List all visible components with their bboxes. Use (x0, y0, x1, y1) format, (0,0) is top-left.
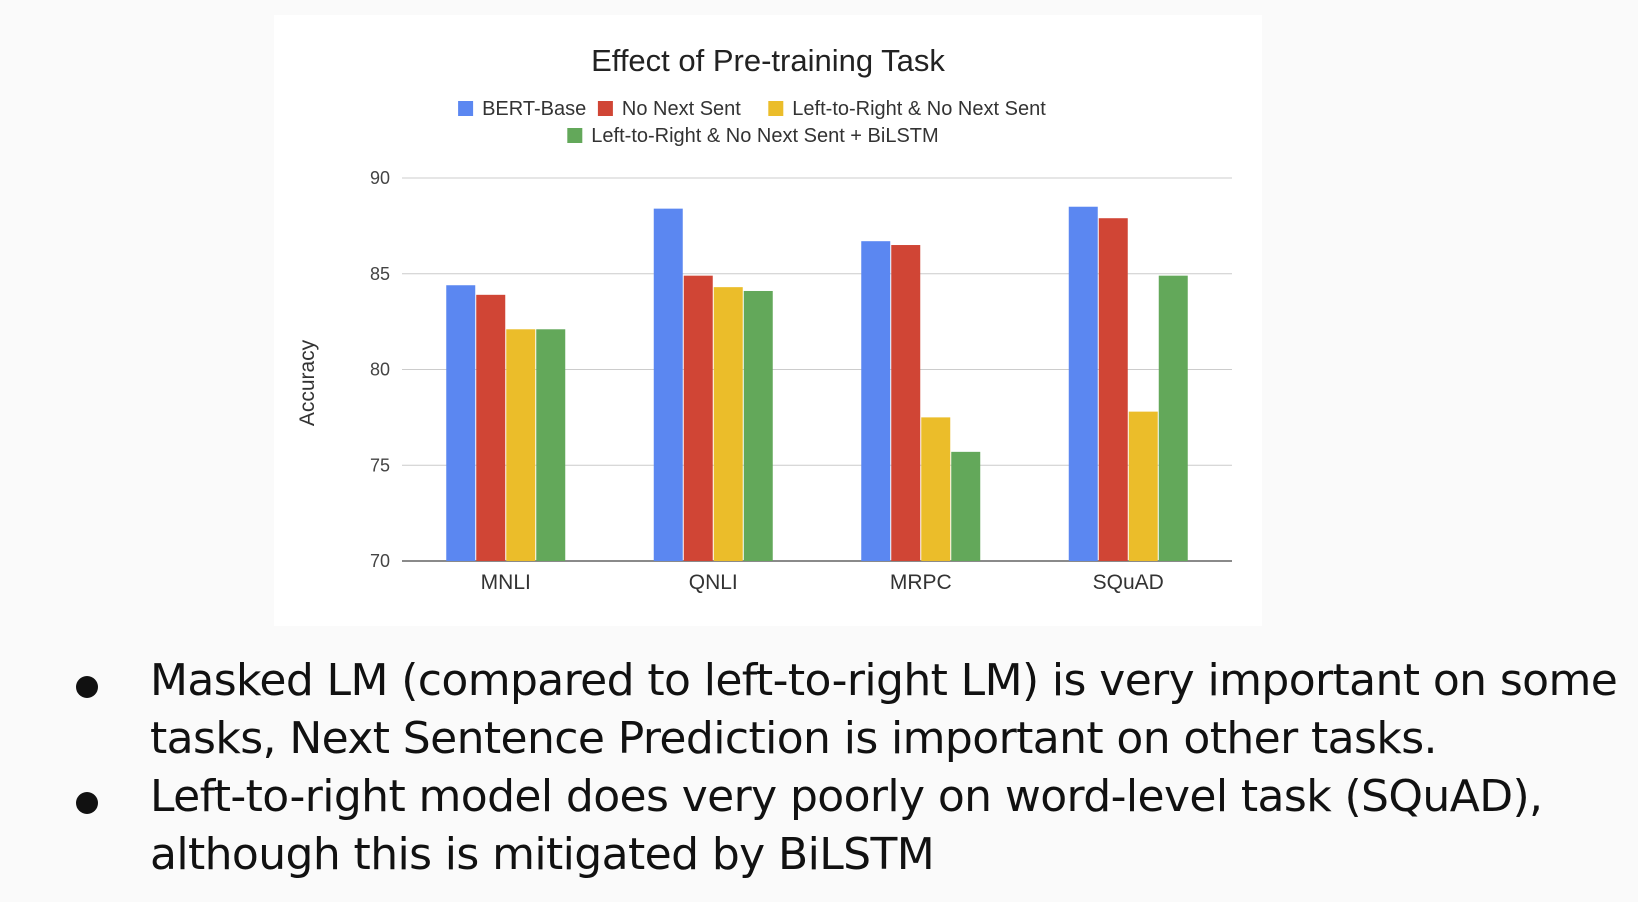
bar (1128, 411, 1158, 561)
bar (653, 208, 683, 561)
y-tick-label: 85 (370, 264, 390, 284)
y-axis-label: Accuracy (296, 339, 319, 426)
legend-label: Left-to-Right & No Next Sent (792, 98, 1046, 120)
x-axis-ticks: MNLI QNLI MRPC SQuAD (481, 571, 1164, 594)
legend-swatch (768, 101, 784, 116)
bar (683, 275, 713, 561)
bar (1158, 275, 1188, 561)
x-tick-label: MRPC (890, 571, 952, 594)
bullet-list: Masked LM (compared to left-to-right LM)… (0, 652, 1638, 884)
y-tick-label: 70 (370, 551, 390, 571)
y-tick-label: 75 (370, 455, 390, 475)
chart-card: Effect of Pre-training Task BERT-Base No … (274, 15, 1262, 626)
legend-item: Left-to-Right & No Next Sent + BiLSTM (567, 125, 939, 147)
bar (713, 287, 743, 561)
bar (951, 451, 981, 561)
x-tick-label: QNLI (689, 571, 738, 594)
legend-swatch (458, 101, 474, 116)
bullet-item: Masked LM (compared to left-to-right LM)… (0, 652, 1638, 768)
bar (446, 285, 476, 561)
bullet-item: Left-to-right model does very poorly on … (0, 768, 1638, 884)
legend-item: No Next Sent (597, 98, 741, 120)
legend-label: Left-to-Right & No Next Sent + BiLSTM (591, 125, 938, 147)
bar (891, 245, 921, 561)
x-tick-label: SQuAD (1093, 571, 1164, 594)
bar (476, 294, 506, 561)
y-axis-ticks: 70 75 80 85 90 (370, 168, 390, 571)
bar (743, 290, 773, 561)
chart-legend: BERT-Base No Next Sent Left-to-Right & No … (458, 98, 1046, 147)
y-tick-label: 90 (370, 168, 390, 188)
legend-label: No Next Sent (622, 98, 741, 120)
bar-chart: Effect of Pre-training Task BERT-Base No … (296, 43, 1232, 594)
bar (1068, 206, 1098, 561)
bar (1098, 218, 1128, 561)
y-tick-label: 80 (370, 360, 390, 380)
bar (506, 329, 536, 561)
legend-label: BERT-Base (482, 98, 586, 120)
x-tick-label: MNLI (481, 571, 531, 594)
bullet-dot (76, 792, 98, 814)
bar (536, 329, 566, 561)
chart-title: Effect of Pre-training Task (591, 43, 945, 78)
bars (446, 206, 1188, 561)
legend-swatch (597, 101, 613, 116)
bar (921, 417, 951, 561)
legend-swatch (567, 128, 583, 143)
bullet-text: Masked LM (compared to left-to-right LM)… (150, 655, 1618, 764)
bullet-text: Left-to-right model does very poorly on … (150, 771, 1543, 880)
legend-item: Left-to-Right & No Next Sent (768, 98, 1046, 120)
bullet-dot (76, 676, 98, 698)
legend-item: BERT-Base (458, 98, 586, 120)
bar (861, 241, 891, 561)
